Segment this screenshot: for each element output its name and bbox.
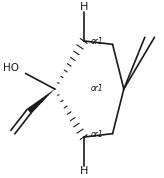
Text: or1: or1 (91, 130, 103, 139)
Text: H: H (79, 166, 88, 176)
Text: H: H (79, 2, 88, 12)
Text: or1: or1 (91, 37, 103, 46)
Text: or1: or1 (91, 84, 103, 93)
Polygon shape (27, 89, 55, 114)
Text: HO: HO (3, 63, 19, 73)
